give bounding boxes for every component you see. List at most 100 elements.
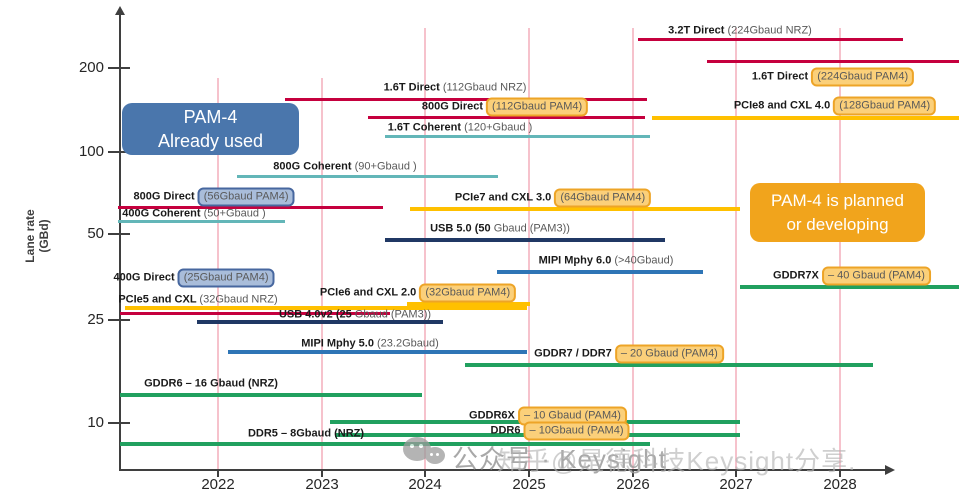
series-spec: (>40Gbaud) <box>614 254 674 267</box>
series-name: GDDR7 / DDR7 <box>534 347 615 360</box>
series-spec: (32Gbaud NRZ) <box>199 293 278 306</box>
series-spec: (224Gbaud NRZ) <box>727 24 812 37</box>
x-tick <box>321 470 323 477</box>
series-line <box>407 302 530 306</box>
series-spec: Gbaud (PAM3)) <box>493 222 570 235</box>
year-gridline <box>735 28 737 470</box>
series-label: PCIe5 and CXL (32Gbaud NRZ) <box>118 293 277 308</box>
series-spec: Gbaud (PAM3)) <box>354 308 432 321</box>
x-tick <box>735 470 737 477</box>
series-label: GDDR7 / DDR7 – 20 Gbaud (PAM4) <box>534 344 724 364</box>
series-label: 3.2T Direct (224Gbaud NRZ) <box>668 24 812 39</box>
series-line <box>497 270 703 274</box>
x-tick-label: 2028 <box>823 476 857 493</box>
series-label: DDR5 – 8Gbaud (NRZ) <box>248 427 364 442</box>
series-spec: (224Gbaud PAM4) <box>811 67 915 87</box>
series-name: PCIe7 and CXL 3.0 <box>454 191 555 204</box>
x-tick <box>632 470 634 477</box>
series-line <box>125 306 527 310</box>
y-tick-label: 200 <box>78 59 104 76</box>
series-line <box>228 350 527 354</box>
series-name: DDR5 – 8Gbaud (NRZ) <box>247 427 365 440</box>
series-spec: (56Gbaud PAM4) <box>197 187 295 207</box>
series-line <box>285 98 647 101</box>
watermark-wechat-text: 公众号 · Keysight <box>452 444 667 474</box>
series-name: MIPI Mphy 6.0 <box>538 254 615 267</box>
series-name: PCIe5 and CXL <box>118 293 200 306</box>
y-axis-title-line2: (GBd) <box>37 219 51 253</box>
series-line <box>368 116 645 119</box>
y-tick-label: 25 <box>87 311 104 328</box>
series-name: 400G Coherent <box>122 207 204 220</box>
series-name: USB 5.0 (50 <box>430 222 494 235</box>
series-line <box>385 238 665 242</box>
series-line <box>465 363 873 367</box>
series-line <box>237 175 498 178</box>
x-tick-label: 2025 <box>512 476 546 493</box>
series-name: 1.6T Direct <box>751 70 812 83</box>
series-label: GDDR7X – 40 Gbaud (PAM4) <box>773 266 931 286</box>
series-label: 800G Coherent (90+Gbaud ) <box>273 160 416 175</box>
series-label: 1.6T Coherent (120+Gbaud ) <box>388 121 533 136</box>
series-spec: – 10 Gbaud (PAM4) <box>517 406 627 426</box>
series-label: USB 5.0 (50 Gbaud (PAM3)) <box>430 222 570 237</box>
year-gridline <box>839 28 841 470</box>
series-line <box>638 38 903 41</box>
y-tick-label: 10 <box>87 414 104 431</box>
series-label: PCIe6 and CXL 2.0 (32Gbaud PAM4) <box>319 283 517 303</box>
series-line <box>740 285 959 289</box>
callout-line2: or developing <box>786 214 889 234</box>
series-line <box>118 220 285 223</box>
series-name: GDDR7X <box>773 269 822 282</box>
series-label: MIPI Mphy 5.0 (23.2Gbaud) <box>301 337 439 352</box>
series-line <box>410 207 740 211</box>
y-tick-label: 50 <box>87 225 104 242</box>
year-gridline <box>321 78 323 470</box>
x-tick-label: 2023 <box>305 476 339 493</box>
series-spec: – 40 Gbaud (PAM4) <box>821 266 931 286</box>
series-spec: (128Gbaud PAM4) <box>833 96 937 116</box>
series-label: MIPI Mphy 6.0 (>40Gbaud) <box>539 254 674 269</box>
series-line <box>707 60 959 63</box>
series-line <box>120 393 422 397</box>
series-name: DDR6 <box>490 424 524 437</box>
callout-line1: PAM-4 <box>183 107 238 127</box>
series-label: DDR6 – 10Gbaud (PAM4) <box>490 421 630 441</box>
series-name: PCIe8 and CXL 4.0 <box>733 99 834 112</box>
series-name: PCIe6 and CXL 2.0 <box>319 286 420 299</box>
series-label: 400G Direct (25Gbaud PAM4) <box>113 268 275 288</box>
series-label: GDDR6 – 16 Gbaud (NRZ) <box>144 377 278 392</box>
x-tick <box>839 470 841 477</box>
year-gridline <box>424 28 426 470</box>
series-line <box>120 312 390 315</box>
y-axis-title-line1: Lane rate <box>23 209 37 263</box>
x-tick <box>217 470 219 477</box>
series-name: GDDR6X <box>469 409 518 422</box>
series-name: 3.2T Direct <box>668 24 728 37</box>
x-tick <box>528 470 530 477</box>
series-name: 800G Direct <box>133 190 198 203</box>
series-spec: (32Gbaud PAM4) <box>419 283 517 303</box>
callout-line2: Already used <box>157 131 264 151</box>
wechat-icon <box>403 437 451 469</box>
y-axis-arrow <box>115 6 125 15</box>
series-name: 400G Direct <box>113 271 178 284</box>
series-spec: (25Gbaud PAM4) <box>177 268 275 288</box>
series-name: GDDR6 – 16 Gbaud (NRZ) <box>144 377 278 390</box>
series-name: 1.6T Direct <box>383 81 443 94</box>
pam4-already-used-callout: PAM-4 Already used <box>122 103 299 155</box>
series-spec: (112Gbaud PAM4) <box>486 97 589 117</box>
series-spec: (23.2Gbaud) <box>377 337 439 350</box>
series-spec: (64Gbaud PAM4) <box>554 188 652 208</box>
series-line <box>197 320 443 324</box>
series-label: 1.6T Direct (224Gbaud PAM4) <box>751 67 915 87</box>
x-tick-label: 2024 <box>408 476 442 493</box>
series-spec: – 10Gbaud (PAM4) <box>523 421 630 441</box>
series-label: PCIe8 and CXL 4.0 (128Gbaud PAM4) <box>733 96 937 116</box>
series-label: PCIe7 and CXL 3.0 (64Gbaud PAM4) <box>454 188 652 208</box>
series-label: 400G Coherent (50+Gbaud ) <box>122 207 265 222</box>
series-label: GDDR6X – 10 Gbaud (PAM4) <box>469 406 627 426</box>
series-name: 800G Direct <box>421 100 487 113</box>
series-line <box>385 135 650 138</box>
